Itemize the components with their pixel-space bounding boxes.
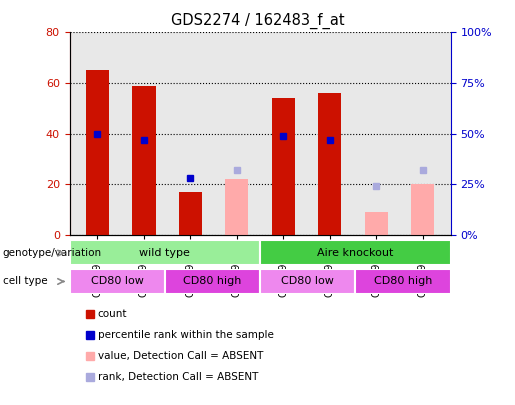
Bar (365, 212, 388, 235)
Text: value, Detection Call = ABSENT: value, Detection Call = ABSENT (98, 351, 263, 361)
Bar (165, 269, 260, 294)
Text: genotype/variation: genotype/variation (3, 248, 101, 258)
Bar (318, 93, 341, 235)
Text: CD80 low: CD80 low (281, 276, 334, 286)
Text: rank, Detection Call = ABSENT: rank, Detection Call = ABSENT (98, 372, 258, 382)
Bar (260, 240, 451, 265)
Bar (179, 192, 202, 235)
Text: wild type: wild type (140, 248, 190, 258)
Text: percentile rank within the sample: percentile rank within the sample (98, 330, 274, 340)
Bar (132, 85, 156, 235)
Bar (225, 179, 248, 235)
Bar (272, 98, 295, 235)
Bar (70, 240, 260, 265)
Text: GDS2274 / 162483_f_at: GDS2274 / 162483_f_at (170, 13, 345, 29)
Bar (411, 184, 434, 235)
Text: Aire knockout: Aire knockout (317, 248, 393, 258)
Text: CD80 high: CD80 high (374, 276, 432, 286)
Text: count: count (98, 309, 127, 319)
Bar (260, 269, 355, 294)
Bar (70, 269, 165, 294)
Bar (355, 269, 451, 294)
Text: cell type: cell type (3, 277, 47, 286)
Text: CD80 low: CD80 low (91, 276, 144, 286)
Bar (86, 70, 109, 235)
Text: CD80 high: CD80 high (183, 276, 242, 286)
